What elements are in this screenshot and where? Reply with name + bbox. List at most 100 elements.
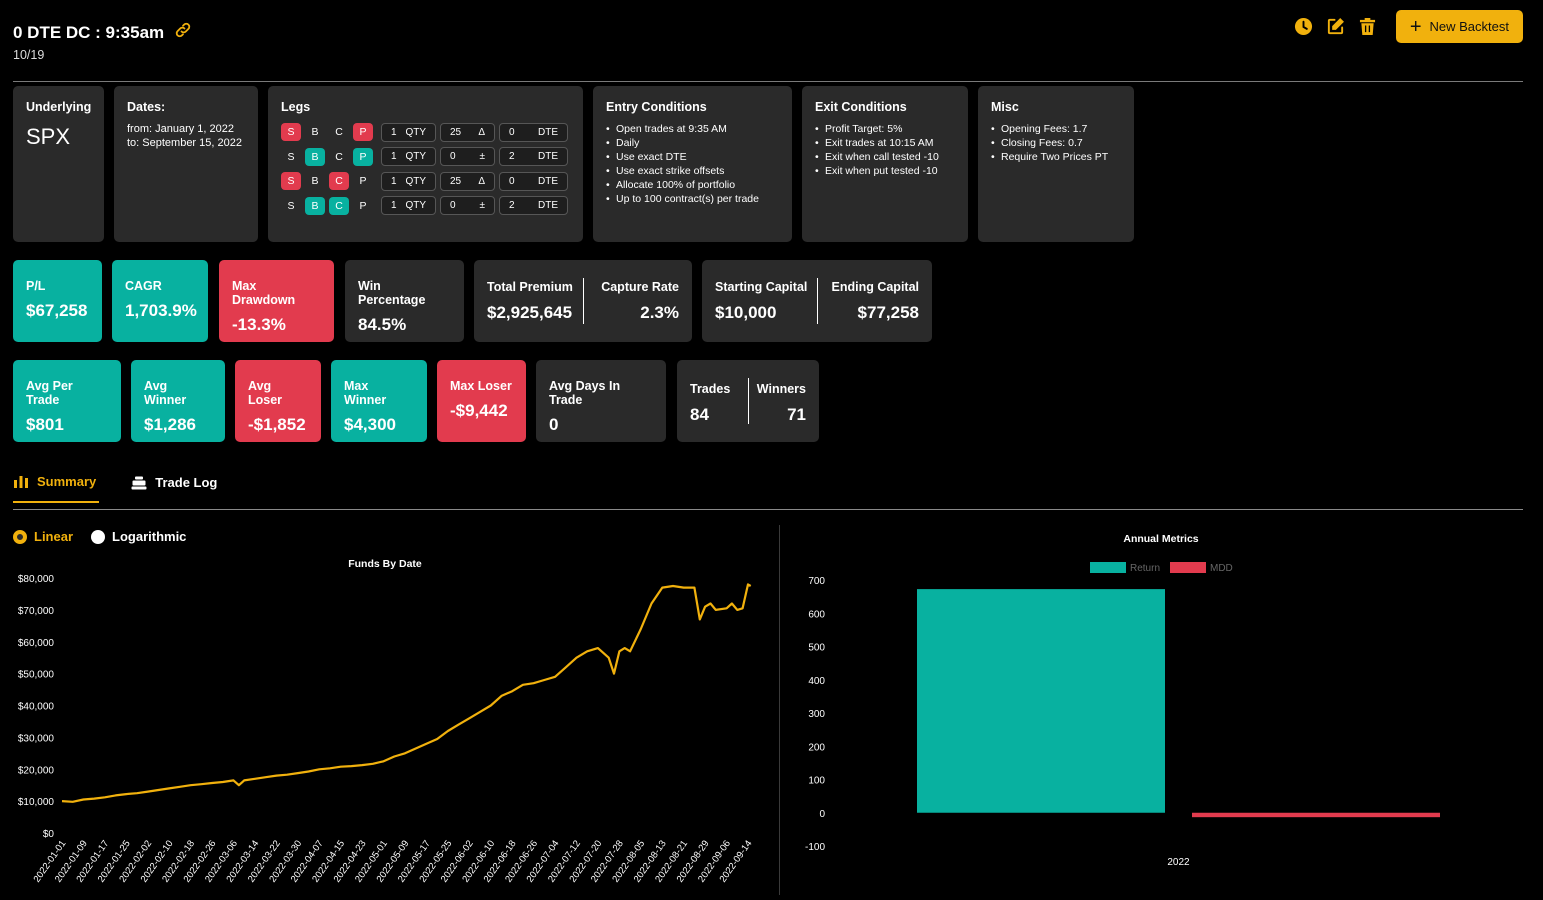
leg-dte-field[interactable]: 2 DTE <box>499 147 568 167</box>
clock-icon[interactable] <box>1294 17 1314 37</box>
exit-item: Exit trades at 10:15 AM <box>815 136 955 150</box>
leg-qty-field[interactable]: 1 QTY <box>381 196 436 216</box>
max-loser-stat: Max Loser -$9,442 <box>437 360 526 442</box>
underlying-card: Underlying SPX <box>13 86 104 242</box>
leg-put-toggle[interactable]: P <box>353 147 373 166</box>
tab-trade-log[interactable]: Trade Log <box>131 474 217 503</box>
y-tick-label: 400 <box>808 676 825 687</box>
leg-dte-field-unit: DTE <box>538 175 558 187</box>
leg-dte-field[interactable]: 2 DTE <box>499 196 568 216</box>
leg-sell-toggle[interactable]: S <box>287 199 295 212</box>
leg-dte-field-unit: DTE <box>538 200 558 212</box>
ending-capital-label: Ending Capital <box>831 280 920 294</box>
leg-qty-field[interactable]: 1 QTY <box>381 122 436 142</box>
leg-strike-field-unit: Δ <box>478 175 485 187</box>
leg-put-toggle[interactable]: P <box>353 123 373 142</box>
entry-conditions-card: Entry Conditions Open trades at 9:35 AMD… <box>593 86 792 242</box>
leg-strike-field[interactable]: 0 ± <box>440 147 495 167</box>
underlying-title: Underlying <box>26 100 92 114</box>
trades-value: 84 <box>690 405 709 424</box>
avg-winner-label: Avg Winner <box>144 379 187 407</box>
leg-qty-field[interactable]: 1 QTY <box>381 171 436 191</box>
leg-qty-field-value: 1 <box>391 126 397 138</box>
leg-dte-field-value: 0 <box>509 126 515 138</box>
leg-row: S B C P 1 QTY 0 ±2 DTE <box>281 145 570 170</box>
leg-qty-field-unit: QTY <box>405 175 426 187</box>
leg-put-toggle[interactable]: P <box>359 175 367 188</box>
bar-chart-icon <box>14 476 28 488</box>
leg-strike-field-unit: ± <box>479 151 486 163</box>
underlying-value: SPX <box>26 124 71 149</box>
page-subtitle: 10/19 <box>13 48 45 62</box>
leg-buy-toggle[interactable]: B <box>311 126 319 139</box>
misc-item: Opening Fees: 1.7 <box>991 122 1121 136</box>
leg-strike-field[interactable]: 25 Δ <box>440 171 495 191</box>
leg-qty-field[interactable]: 1 QTY <box>381 147 436 167</box>
leg-row: S B C P 1 QTY 0 ±2 DTE <box>281 194 570 219</box>
y-tick-label: -100 <box>805 842 825 853</box>
leg-strike-field[interactable]: 0 ± <box>440 196 495 216</box>
misc-item: Require Two Prices PT <box>991 150 1121 164</box>
leg-call-toggle[interactable]: C <box>329 172 349 191</box>
avg-loser-stat: Avg Loser -$1,852 <box>235 360 321 442</box>
avg-days-stat: Avg Days In Trade 0 <box>536 360 666 442</box>
leg-qty-field-value: 1 <box>391 200 397 212</box>
y-tick-label: $50,000 <box>18 670 55 681</box>
leg-strike-field-unit: ± <box>479 200 486 212</box>
leg-dte-field[interactable]: 0 DTE <box>499 171 568 191</box>
y-tick-label: $20,000 <box>18 765 55 776</box>
dates-title: Dates: <box>127 100 166 114</box>
stat-divider <box>747 378 749 424</box>
starting-capital-value: $10,000 <box>715 303 777 322</box>
avg-days-label: Avg Days In Trade <box>549 379 621 407</box>
capture-rate-label: Capture Rate <box>601 280 679 294</box>
link-icon[interactable] <box>174 21 192 44</box>
linear-radio[interactable]: Linear <box>13 529 73 544</box>
avg-winner-stat: Avg Winner $1,286 <box>131 360 225 442</box>
leg-put-toggle[interactable]: P <box>359 199 367 212</box>
leg-strike-field[interactable]: 25 Δ <box>440 122 495 142</box>
leg-strike-field-unit: Δ <box>478 126 485 138</box>
new-backtest-button[interactable]: + New Backtest <box>1395 10 1523 43</box>
trash-icon[interactable] <box>1358 17 1378 37</box>
exit-conditions-card: Exit Conditions Profit Target: 5%Exit tr… <box>802 86 968 242</box>
logarithmic-radio[interactable]: Logarithmic <box>91 529 186 544</box>
pl-value: $67,258 <box>26 301 88 320</box>
leg-buy-toggle[interactable]: B <box>305 196 325 215</box>
leg-strike-field-value: 0 <box>450 151 456 163</box>
x-tick-label: 2022 <box>1167 857 1190 868</box>
leg-buy-toggle[interactable]: B <box>311 175 319 188</box>
exit-item: Exit when call tested -10 <box>815 150 955 164</box>
stat-divider <box>816 278 818 324</box>
total-premium-value: $2,925,645 <box>487 303 573 322</box>
new-backtest-label: New Backtest <box>1429 19 1509 34</box>
edit-icon[interactable] <box>1326 17 1346 37</box>
leg-call-toggle[interactable]: C <box>335 126 343 139</box>
annual-metrics-chart: Annual Metrics Return MDD -100 0 100 200 300 400… <box>805 533 1440 868</box>
leg-sell-toggle[interactable]: S <box>281 123 301 142</box>
legs-list: S B C P 1 QTY 25 Δ 0 DTE S B C P 1 QTY 0 ±2 DTE S B C P 1 QTY 25 Δ… <box>281 120 570 218</box>
legend-label: Return <box>1130 563 1160 574</box>
leg-call-toggle[interactable]: C <box>335 150 343 163</box>
leg-sell-toggle[interactable]: S <box>287 150 295 163</box>
tab-summary[interactable]: Summary <box>13 474 100 503</box>
avg-loser-value: -$1,852 <box>248 415 306 434</box>
max-drawdown-label: Max Drawdown <box>232 279 296 307</box>
trades-stat: Trades 84 Winners 71 <box>677 360 819 442</box>
max-drawdown-value: -13.3% <box>232 315 286 334</box>
leg-qty-field-value: 1 <box>391 175 397 187</box>
leg-sell-toggle[interactable]: S <box>281 172 301 191</box>
leg-dte-field[interactable]: 0 DTE <box>499 122 568 142</box>
leg-call-toggle[interactable]: C <box>329 196 349 215</box>
leg-qty-field-value: 1 <box>391 151 397 163</box>
premium-stat: Total Premium $2,925,645 Capture Rate 2.… <box>474 260 692 342</box>
dates-to: to: September 15, 2022 <box>127 137 242 149</box>
y-tick-label: 200 <box>808 742 825 753</box>
capital-stat: Starting Capital $10,000 Ending Capital … <box>702 260 932 342</box>
bar-return <box>917 589 1165 813</box>
leg-buy-toggle[interactable]: B <box>305 147 325 166</box>
y-tick-label: $30,000 <box>18 733 55 744</box>
ending-capital-value: $77,258 <box>857 303 919 322</box>
stat-divider <box>582 278 584 324</box>
max-winner-value: $4,300 <box>344 415 396 434</box>
